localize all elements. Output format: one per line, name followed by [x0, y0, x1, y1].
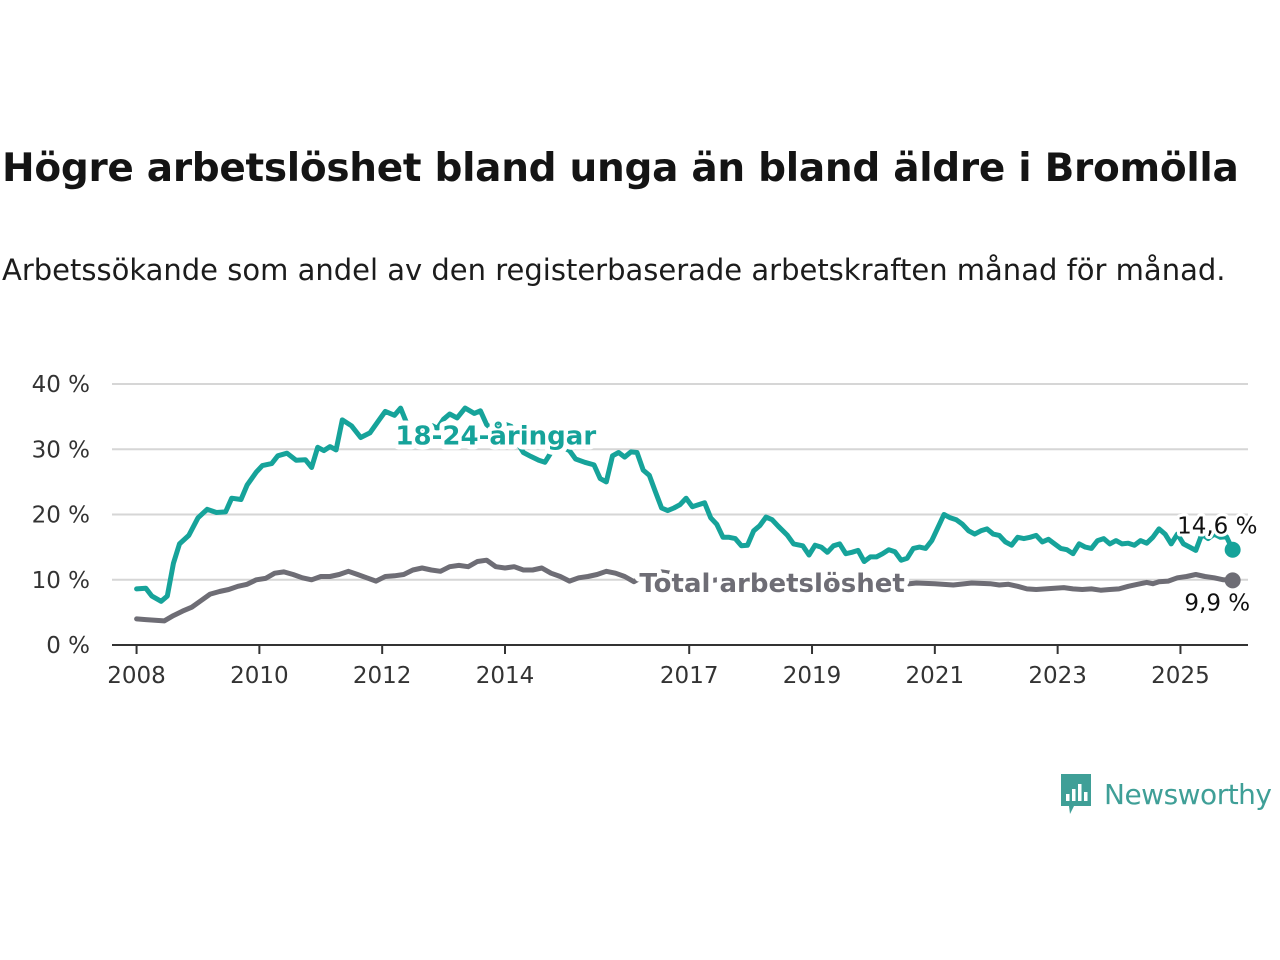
- series-end-label-1: 9,9 %: [1184, 590, 1250, 616]
- line-chart: 0 % 10 % 20 % 30 % 40 % 2008 2010 2012 2014 2017…: [32, 372, 1261, 689]
- series-line-1: [134, 557, 1236, 624]
- series-name-label-1: Total arbetslöshet: [639, 569, 904, 599]
- series-end-point-1: [1224, 572, 1241, 589]
- x-axis: 2008 2010 2012 2014 2017 2019 2021 2023 2025: [107, 644, 1248, 689]
- series-labels: 18-24-åringar Total arbetslöshet 14,6 % 9,9…: [390, 415, 1260, 620]
- x-tick-label: 2019: [783, 663, 842, 689]
- chart-subtitle: Arbetssökande som andel av den registerb…: [2, 253, 1226, 287]
- y-tick-label: 20 %: [32, 503, 90, 529]
- chart-title: Högre arbetslöshet bland unga än bland ä…: [2, 146, 1239, 191]
- y-axis: 0 % 10 % 20 % 30 % 40 %: [32, 372, 90, 659]
- x-tick-label: 2023: [1028, 663, 1087, 689]
- series-line-0: [134, 405, 1236, 604]
- brand-logo: Newsworthy: [1058, 772, 1272, 816]
- newsworthy-logo-icon: [1061, 774, 1091, 814]
- x-tick-label: 2021: [906, 663, 965, 689]
- x-tick-label: 2008: [107, 663, 166, 689]
- gridlines: [112, 383, 1248, 581]
- series-end-point-0: [1224, 541, 1241, 558]
- series-lines: [134, 405, 1241, 624]
- x-tick-label: 2017: [660, 663, 719, 689]
- x-tick-label: 2012: [353, 663, 412, 689]
- y-tick-label: 40 %: [32, 372, 90, 398]
- y-tick-label: 30 %: [32, 437, 90, 463]
- y-tick-label: 0 %: [46, 633, 90, 659]
- y-tick-label: 10 %: [32, 568, 90, 594]
- x-tick-label: 2010: [230, 663, 289, 689]
- x-tick-label: 2025: [1151, 663, 1210, 689]
- series-name-label-0: 18-24-åringar: [395, 420, 596, 452]
- brand-name: Newsworthy: [1104, 777, 1272, 811]
- series-end-label-0: 14,6 %: [1177, 514, 1257, 540]
- x-tick-label: 2014: [476, 663, 535, 689]
